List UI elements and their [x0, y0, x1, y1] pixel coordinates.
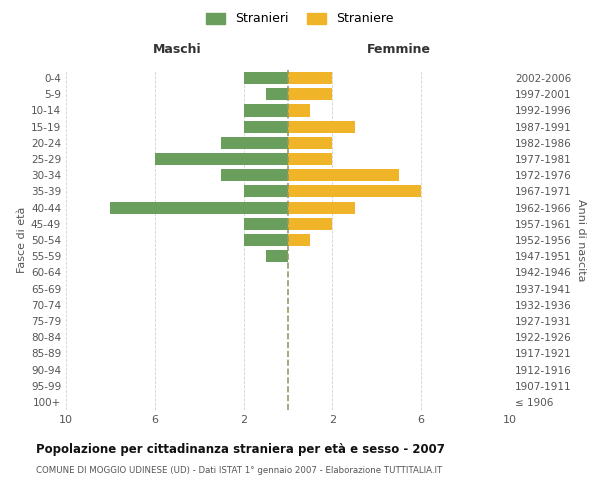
Bar: [244, 104, 288, 117]
Bar: [288, 72, 332, 84]
Bar: [288, 202, 355, 213]
Y-axis label: Anni di nascita: Anni di nascita: [575, 198, 586, 281]
Bar: [221, 137, 288, 149]
Text: Popolazione per cittadinanza straniera per età e sesso - 2007: Popolazione per cittadinanza straniera p…: [36, 442, 445, 456]
Bar: [244, 218, 288, 230]
Bar: [288, 88, 332, 101]
Bar: [244, 72, 288, 84]
Bar: [288, 137, 332, 149]
Bar: [266, 88, 288, 101]
Bar: [266, 250, 288, 262]
Bar: [110, 202, 288, 213]
Y-axis label: Fasce di età: Fasce di età: [17, 207, 27, 273]
Bar: [244, 234, 288, 246]
Bar: [288, 104, 310, 117]
Bar: [288, 218, 332, 230]
Bar: [288, 234, 310, 246]
Bar: [244, 120, 288, 132]
Bar: [288, 153, 332, 165]
Text: Maschi: Maschi: [152, 44, 202, 57]
Bar: [155, 153, 288, 165]
Text: COMUNE DI MOGGIO UDINESE (UD) - Dati ISTAT 1° gennaio 2007 - Elaborazione TUTTIT: COMUNE DI MOGGIO UDINESE (UD) - Dati IST…: [36, 466, 442, 475]
Bar: [221, 169, 288, 181]
Bar: [288, 169, 399, 181]
Bar: [288, 186, 421, 198]
Text: Femmine: Femmine: [367, 44, 431, 57]
Bar: [288, 120, 355, 132]
Bar: [244, 186, 288, 198]
Legend: Stranieri, Straniere: Stranieri, Straniere: [203, 8, 397, 29]
